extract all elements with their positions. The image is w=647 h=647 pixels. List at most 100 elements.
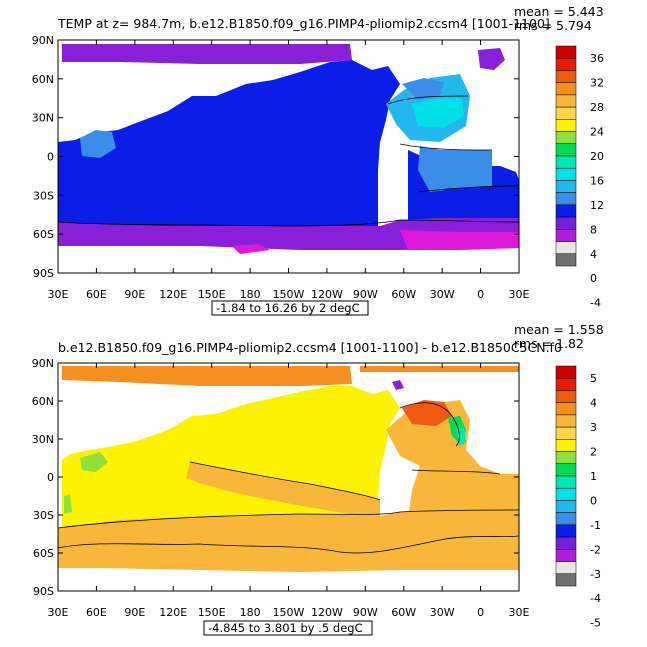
panel-top-region-labrador [402,78,444,100]
colorbar-label: 28 [590,101,604,114]
y-tick-label: 60S [33,228,54,241]
x-tick-label: 0 [477,606,484,619]
panel-top-region-main-ocean [58,60,400,232]
colorbar-swatch [555,414,577,428]
colorbar-swatch [555,131,577,145]
colorbar-swatch [555,439,577,452]
panel-top-title: TEMP at z= 984.7m, b.e12.B1850.f09_g16.P… [57,16,550,31]
x-tick-label: 30W [430,288,455,301]
panel-bottom-rms: rms = 1.82 [514,336,584,351]
colorbar-swatch [555,561,577,575]
colorbar-swatch [555,82,577,96]
y-tick-label: 30N [32,112,54,125]
panel-bottom-region-arctic-right [360,366,519,372]
panel-top-colorbar: 36 32 28 24 20 16 12 8 4 0 -4 [555,45,604,310]
panel-top-rms: rms = 5.794 [514,18,592,33]
colorbar-swatch [555,365,577,379]
panel-top-region-arctic-band [62,44,352,64]
panel-top-contour-label: -1.84 to 16.26 by 2 degC [216,301,360,315]
colorbar-swatch [555,512,577,526]
x-tick-label: 30E [509,606,530,619]
colorbar-swatch [555,167,577,181]
x-tick-label: 180 [240,288,261,301]
colorbar-swatch [555,155,577,169]
panel-bottom-contour-5 [411,469,501,475]
y-tick-label: 60N [32,73,54,86]
panel-bottom-region-labrador-edge [456,428,466,446]
colorbar-label: -4 [590,592,601,605]
colorbar-swatch [555,204,577,218]
panel-bottom: b.e12.B1850.f09_g16.PIMP4-pliomip2.ccsm4… [32,322,604,636]
x-tick-label: 30W [430,606,455,619]
panel-top-region-north-atlantic-core [412,98,464,128]
colorbar-label: -1 [590,519,601,532]
colorbar-swatch [555,549,577,562]
y-tick-label: 60S [33,547,54,560]
colorbar-swatch [555,390,577,403]
panel-bottom-colorbar: 5 4 3 2 1 0 -1 -2 -3 -4 -5 [555,365,601,630]
panel-bottom-contour-3 [189,461,381,501]
panel-top-contour-4 [417,185,520,193]
colorbar-swatch [555,500,577,513]
y-tick-label: 90S [33,267,54,280]
colorbar-swatch [555,487,577,501]
panel-top-region-ross-shelf [232,244,270,254]
colorbar-swatch [555,229,577,242]
colorbar-label: 12 [590,199,604,212]
panel-top-region-antarctic-shelf [400,230,519,250]
colorbar-label: 4 [590,248,597,261]
panel-bottom-mean: mean = 1.558 [514,322,604,337]
x-tick-label: 0 [477,288,484,301]
panel-top-region-southern-ocean [58,218,519,250]
colorbar-label: 3 [590,421,597,434]
colorbar-label: 36 [590,52,604,65]
colorbar-label: -5 [590,617,601,630]
colorbar-swatch [555,426,577,440]
colorbar-swatch [555,463,577,477]
panel-bottom-region-west-edge-2 [64,494,72,514]
colorbar-swatch [555,180,577,193]
x-tick-label: 120E [159,288,187,301]
colorbar-swatch [555,106,577,120]
panel-top-x-axis: 30E 60E 90E 120E 150E 180 150W 120W 90W 60W 30W 0 30… [48,40,530,301]
colorbar-label: 0 [590,272,597,285]
colorbar-swatch [555,57,577,71]
colorbar-swatch [555,451,577,465]
panel-top-mean: mean = 5.443 [514,4,604,19]
colorbar-label: 8 [590,223,597,236]
colorbar-label: -3 [590,568,601,581]
panel-bottom-region-hudson [392,380,404,390]
panel-top-contour-label-box [211,300,369,316]
panel-bottom-region-atlantic [386,400,519,520]
colorbar-label: 2 [590,446,597,459]
colorbar-label: 4 [590,397,597,410]
panel-top-contour-2 [387,95,469,105]
colorbar-swatch [555,253,577,267]
panel-top-region-indian-patch [80,130,116,158]
x-tick-label: 30E [48,606,69,619]
x-tick-label: 30E [48,288,69,301]
colorbar-label: -2 [590,543,601,556]
colorbar-swatch [555,94,577,108]
colorbar-swatch [555,216,577,230]
colorbar-swatch [555,573,577,587]
x-tick-label: 90W [353,288,378,301]
x-tick-label: 150W [273,606,305,619]
colorbar-swatch [555,70,577,83]
colorbar-label: 16 [590,174,604,187]
panel-top-region-arctic-right [478,48,505,70]
x-tick-label: 150W [273,288,305,301]
colorbar-swatch [555,143,577,157]
x-tick-label: 60E [86,606,107,619]
panel-bottom-title: b.e12.B1850.f09_g16.PIMP4-pliomip2.ccsm4… [58,340,562,355]
colorbar-swatch [555,536,577,550]
x-tick-label: 150E [198,288,226,301]
panel-top: TEMP at z= 984.7m, b.e12.B1850.f09_g16.P… [32,4,604,316]
colorbar-label: 1 [590,470,597,483]
panel-bottom-region-central-band [186,462,380,520]
colorbar-swatch [555,45,577,59]
colorbar-label: 24 [590,126,604,139]
x-tick-label: 60W [391,606,416,619]
y-tick-label: 90S [33,585,54,598]
x-tick-label: 120W [311,288,343,301]
